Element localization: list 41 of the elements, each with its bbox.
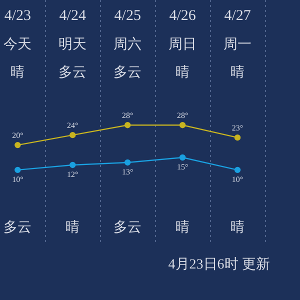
data-label: 10° xyxy=(232,175,244,184)
data-label: 13° xyxy=(122,168,134,177)
text: 多云 xyxy=(114,220,142,236)
text: 晴 xyxy=(66,220,80,236)
text: 晴 xyxy=(10,64,25,81)
data-label: 20° xyxy=(12,131,24,140)
text: 晴 xyxy=(176,220,190,236)
data-label: 28° xyxy=(176,111,188,120)
text: 明天 xyxy=(58,38,87,53)
point xyxy=(179,154,186,161)
text: 多云 xyxy=(58,64,87,81)
text: 4月23日6时 更新 xyxy=(168,256,270,273)
point xyxy=(70,162,76,168)
data-label: 10° xyxy=(12,175,24,184)
x-tick-label: 4/25 xyxy=(114,8,141,24)
x-tick-label: 4/27 xyxy=(224,8,252,24)
point xyxy=(70,132,76,138)
text: 周六 xyxy=(114,36,142,53)
point xyxy=(179,122,186,128)
text: 多云 xyxy=(114,64,142,81)
point xyxy=(234,134,241,141)
text: 周日 xyxy=(168,38,197,53)
text: 晴 xyxy=(176,64,190,81)
data-label: 24° xyxy=(67,121,78,130)
text: 晴 xyxy=(230,220,245,236)
point xyxy=(14,142,21,148)
point xyxy=(124,159,131,166)
point xyxy=(234,166,241,174)
text: 今天 xyxy=(4,36,32,53)
x-tick-label: 4/26 xyxy=(169,8,196,24)
data-label: 15° xyxy=(176,162,188,172)
point xyxy=(14,166,21,174)
x-tick-label: 4/23 xyxy=(4,8,32,24)
point xyxy=(124,122,131,128)
text: 多云 xyxy=(4,220,32,236)
text: 晴 xyxy=(230,64,245,81)
text: 周一 xyxy=(224,38,252,53)
data-label: 23° xyxy=(232,124,244,133)
x-tick-label: 4/24 xyxy=(59,8,86,24)
data-label: 12° xyxy=(67,170,78,180)
data-label: 28° xyxy=(122,111,134,120)
